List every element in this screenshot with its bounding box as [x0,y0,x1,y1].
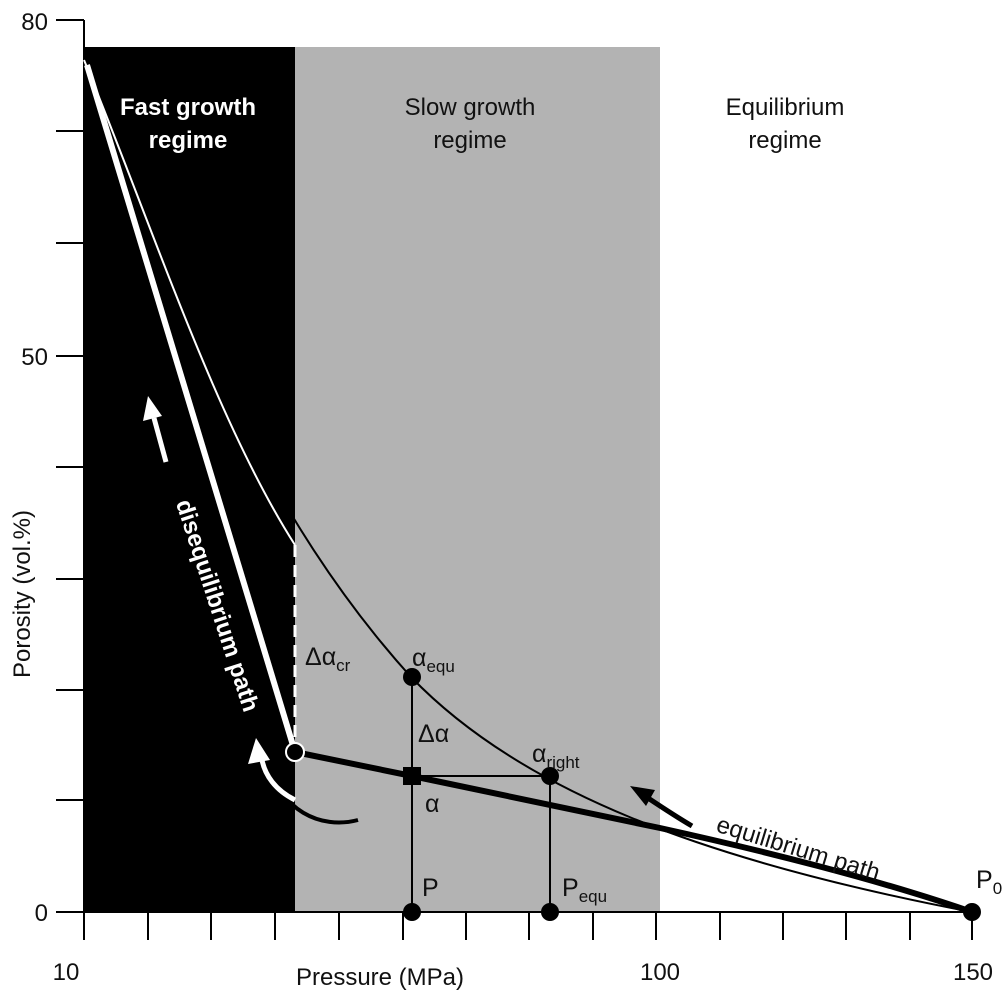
fast-growth-region [84,47,295,912]
fast-regime-label-line2: regime [149,127,228,154]
p0-label: P0 [976,866,1002,898]
curved-arrow-icon [248,738,359,825]
alpha-equ-label: αequ [412,644,455,676]
alpha-label: α [425,790,439,818]
y-axis [56,19,85,913]
fast-regime-label-line1: Fast growth [120,94,256,121]
p-label: P [422,874,439,902]
y-tick-label-50: 50 [21,344,48,371]
slow-regime-label-line1: Slow growth [405,94,536,121]
x-axis-title: Pressure (MPa) [296,964,464,991]
dot-marker-icon [541,767,559,785]
x-tick-label-100: 100 [640,959,680,986]
equilibrium-regime-label-line1: Equilibrium [726,94,845,121]
disequilibrium-path-line [84,64,298,753]
dot-marker-icon [285,742,305,762]
y-tick-label-0: 0 [35,900,48,927]
y-axis-title: Porosity (vol.%) [9,510,36,678]
p-equ-label: Pequ [562,874,607,906]
arrow-left-icon [630,786,694,829]
x-axis [56,911,975,940]
square-marker-icon [403,767,421,785]
dot-marker-icon [403,903,421,921]
dot-marker-icon [541,903,559,921]
y-tick-label-80: 80 [21,9,48,36]
x-tick-label-10: 10 [53,959,80,986]
slow-growth-region [295,47,660,912]
x-tick-label-150: 150 [953,959,993,986]
delta-alpha-label: Δα [418,720,449,748]
slow-regime-label-line2: regime [433,127,506,154]
equilibrium-curve-over-fast [83,59,296,546]
alpha-right-label: αright [532,740,580,772]
construction-lines [411,677,551,912]
dot-marker-icon [403,668,421,686]
equilibrium-regime-label-line2: regime [748,127,821,154]
arrow-up-icon [143,396,169,463]
growth-path-line [294,749,973,915]
dot-marker-icon [963,903,981,921]
delta-alpha-cr-label: Δαcr [305,643,351,675]
